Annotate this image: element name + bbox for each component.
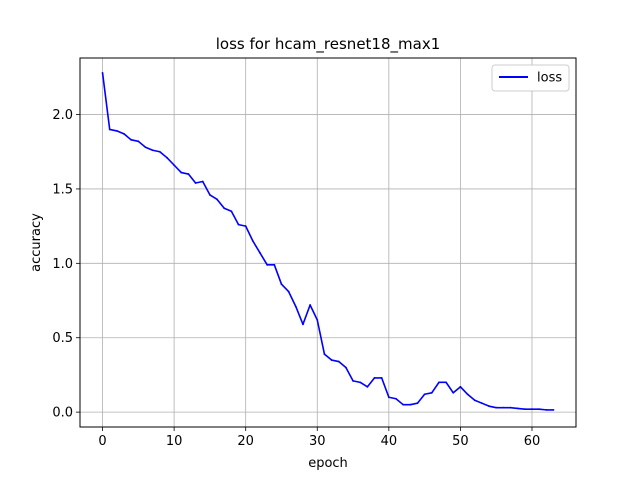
- data-point: [495, 406, 498, 409]
- data-point: [409, 403, 412, 406]
- data-point: [273, 263, 276, 266]
- data-point: [144, 146, 147, 149]
- x-tick-label: 50: [452, 434, 469, 449]
- data-point: [173, 164, 176, 167]
- data-point: [480, 402, 483, 405]
- data-point: [445, 381, 447, 384]
- data-point: [466, 393, 469, 396]
- data-point: [287, 290, 290, 293]
- data-point: [387, 396, 390, 399]
- y-tick-label: 0.0: [52, 406, 73, 421]
- x-tick-label: 30: [309, 434, 326, 449]
- x-tick-label: 40: [381, 434, 398, 449]
- data-point: [352, 379, 354, 382]
- data-point: [538, 408, 541, 411]
- data-point: [430, 391, 433, 394]
- data-point: [523, 408, 526, 411]
- legend-label-loss: loss: [537, 71, 562, 86]
- data-point: [187, 173, 190, 175]
- data-point: [251, 240, 254, 242]
- data-point: [402, 403, 405, 406]
- y-tick-label: 0.5: [52, 331, 73, 346]
- data-point: [473, 399, 476, 402]
- chart-title: loss for hcam_resnet18_max1: [216, 35, 441, 54]
- data-point: [123, 132, 125, 135]
- data-point: [209, 193, 211, 196]
- data-point: [502, 406, 505, 409]
- data-point: [194, 182, 197, 184]
- data-point: [395, 397, 397, 400]
- y-tick-label: 2.0: [52, 108, 73, 123]
- data-point: [101, 71, 104, 74]
- y-axis-label: accuracy: [29, 213, 44, 272]
- series-layer: [101, 71, 555, 411]
- data-point: [545, 408, 548, 411]
- data-point: [423, 393, 426, 396]
- data-point: [344, 366, 347, 369]
- data-point: [309, 304, 312, 306]
- series-line-loss: [101, 72, 554, 411]
- data-point: [266, 263, 269, 266]
- data-point: [509, 406, 512, 409]
- data-point: [452, 391, 455, 394]
- data-point: [337, 360, 340, 363]
- legend-box: [491, 64, 570, 92]
- data-point: [552, 408, 555, 411]
- data-point: [380, 376, 383, 379]
- data-point: [373, 376, 376, 379]
- data-point: [280, 283, 283, 286]
- data-point: [516, 407, 519, 410]
- data-point: [316, 318, 319, 321]
- data-point: [237, 223, 240, 226]
- data-point: [130, 138, 133, 141]
- data-point: [459, 385, 462, 388]
- data-point: [531, 408, 533, 411]
- data-point: [488, 405, 490, 408]
- data-point: [416, 402, 419, 405]
- data-point: [302, 323, 304, 326]
- data-point: [166, 156, 168, 159]
- data-point: [438, 381, 440, 384]
- x-tick-label: 10: [166, 434, 183, 449]
- data-point: [366, 385, 369, 388]
- x-tick-label: 60: [524, 434, 541, 449]
- data-point: [359, 381, 362, 384]
- data-point: [137, 140, 140, 143]
- data-point: [330, 359, 333, 361]
- data-point: [244, 225, 247, 228]
- data-point: [201, 180, 204, 183]
- data-point: [180, 171, 183, 174]
- data-point: [223, 207, 226, 210]
- data-point: [259, 252, 261, 254]
- data-point: [294, 305, 297, 308]
- data-point: [216, 198, 218, 201]
- data-point: [108, 128, 111, 131]
- y-tick-label: 1.5: [52, 182, 73, 197]
- data-point: [151, 149, 154, 152]
- data-point: [230, 210, 233, 213]
- legend: loss: [491, 64, 570, 92]
- data-point: [323, 353, 326, 355]
- x-tick-label: 0: [98, 434, 106, 449]
- ticks: 0 10 20 30 40 50 60 0.0 0.5 1.0 1.5 2.0: [52, 108, 540, 449]
- y-tick-label: 1.0: [52, 257, 73, 272]
- x-axis-label: epoch: [308, 456, 348, 471]
- axes-frame: [79, 57, 577, 428]
- x-tick-label: 20: [237, 434, 254, 449]
- grid: [80, 58, 576, 427]
- data-point: [158, 150, 161, 153]
- data-point: [115, 130, 118, 132]
